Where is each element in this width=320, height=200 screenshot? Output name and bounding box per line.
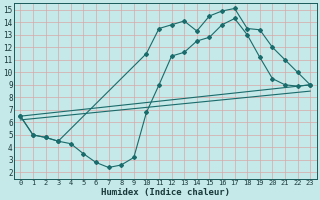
- X-axis label: Humidex (Indice chaleur): Humidex (Indice chaleur): [101, 188, 230, 197]
